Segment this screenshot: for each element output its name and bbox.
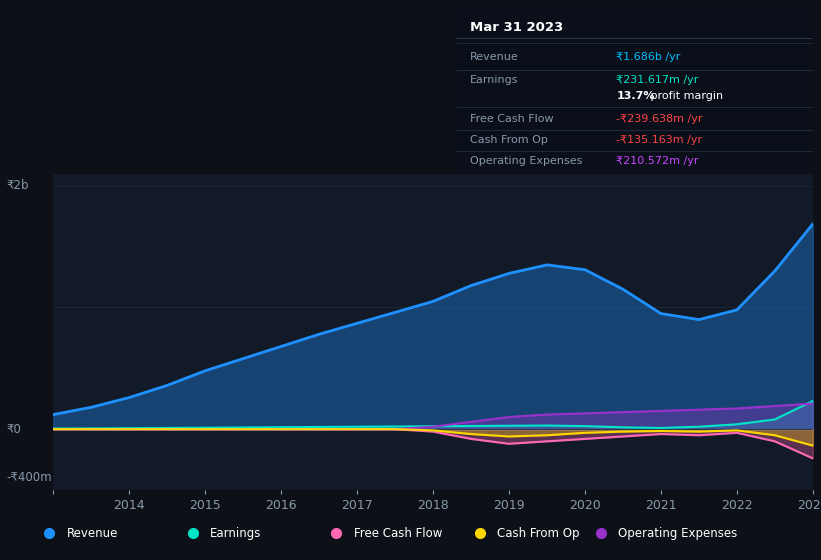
Text: Revenue: Revenue [67, 527, 118, 540]
Text: profit margin: profit margin [647, 91, 722, 101]
Text: Operating Expenses: Operating Expenses [470, 156, 582, 166]
Text: Earnings: Earnings [210, 527, 262, 540]
Text: Free Cash Flow: Free Cash Flow [354, 527, 443, 540]
Text: -₹135.163m /yr: -₹135.163m /yr [617, 135, 703, 145]
Text: Cash From Op: Cash From Op [470, 135, 548, 145]
Text: ₹210.572m /yr: ₹210.572m /yr [617, 156, 699, 166]
Text: Earnings: Earnings [470, 75, 518, 85]
Text: ₹2b: ₹2b [7, 179, 29, 192]
Text: Mar 31 2023: Mar 31 2023 [470, 21, 563, 34]
Text: ₹1.686b /yr: ₹1.686b /yr [617, 52, 681, 62]
Text: Revenue: Revenue [470, 52, 519, 62]
Text: Free Cash Flow: Free Cash Flow [470, 114, 553, 124]
Text: Operating Expenses: Operating Expenses [618, 527, 737, 540]
Text: -₹400m: -₹400m [7, 472, 53, 484]
Text: 13.7%: 13.7% [617, 91, 655, 101]
Text: ₹0: ₹0 [7, 423, 21, 436]
Text: ₹231.617m /yr: ₹231.617m /yr [617, 75, 699, 85]
Text: -₹239.638m /yr: -₹239.638m /yr [617, 114, 703, 124]
Text: Cash From Op: Cash From Op [498, 527, 580, 540]
